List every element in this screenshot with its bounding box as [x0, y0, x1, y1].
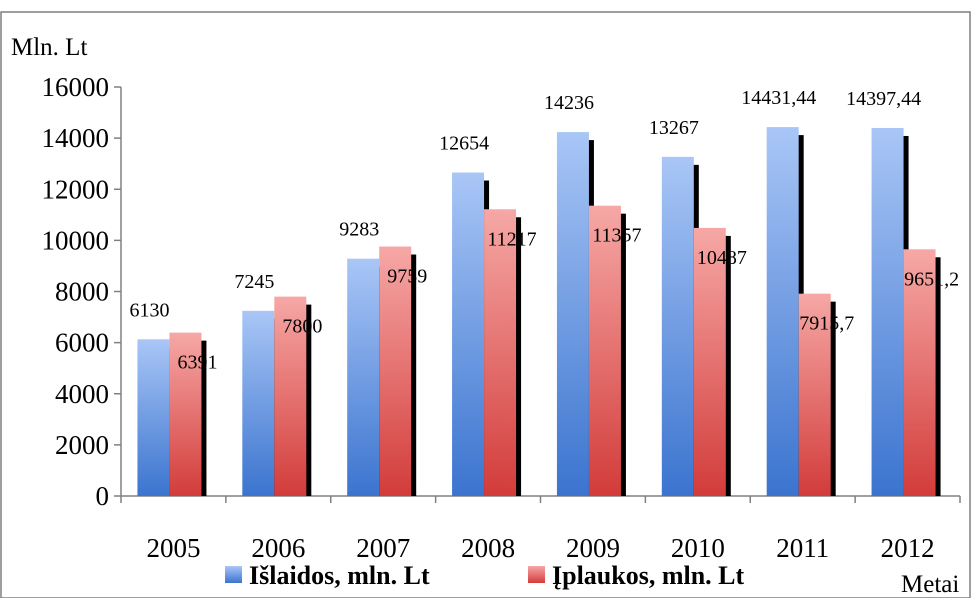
bar-iplaukos: [588, 205, 621, 496]
x-tick-label: 2012: [881, 533, 935, 563]
bar-islaidos: [242, 310, 275, 496]
legend: Išlaidos, mln. Lt Įplaukos, mln. Lt: [225, 561, 745, 590]
y-axis-label: Mln. Lt: [11, 34, 87, 61]
legend-label-iplaukos: Įplaukos, mln. Lt: [552, 561, 745, 590]
bar-iplaukos: [379, 246, 412, 496]
legend-swatch-iplaukos: [528, 566, 545, 583]
data-label-islaidos: 13267: [649, 117, 699, 139]
data-label-iplaukos: 7915,7: [799, 313, 854, 335]
data-label-islaidos: 9283: [339, 219, 379, 241]
bar-iplaukos: [169, 332, 202, 496]
bar-islaidos: [766, 127, 799, 496]
bar-shadow-iplaukos: [200, 340, 207, 496]
bar-shadow-iplaukos: [934, 257, 941, 496]
x-tick-label: 2008: [461, 533, 515, 563]
data-label-iplaukos: 10487: [697, 247, 747, 269]
data-label-islaidos: 12654: [439, 133, 489, 155]
data-label-iplaukos: 7800: [282, 316, 322, 338]
y-tick-label: 16000: [42, 72, 110, 102]
x-tick-label: 2005: [146, 533, 200, 563]
bar-iplaukos: [274, 296, 307, 496]
bar-shadow-iplaukos: [515, 217, 522, 496]
bar-shadow-iplaukos: [829, 301, 836, 496]
bar-iplaukos: [693, 227, 726, 496]
x-tick-label: 2006: [251, 533, 305, 563]
bar-shadow-iplaukos: [619, 213, 626, 496]
data-label-islaidos: 14236: [544, 92, 594, 114]
y-tick-label: 8000: [55, 277, 109, 307]
bar-islaidos: [347, 258, 380, 496]
x-tick-label: 2007: [356, 533, 410, 563]
legend-swatch-islaidos: [225, 566, 242, 583]
y-tick-label: 10000: [42, 225, 110, 255]
x-axis-label: Metai: [901, 571, 959, 598]
bar-shadow-iplaukos: [305, 304, 312, 496]
data-label-islaidos: 14397,44: [846, 88, 921, 110]
x-tick-label: 2011: [776, 533, 829, 563]
data-label-islaidos: 6130: [129, 299, 169, 321]
y-tick-label: 12000: [42, 174, 110, 204]
bar-islaidos: [137, 339, 170, 496]
data-label-iplaukos: 11357: [592, 225, 641, 247]
y-tick-label: 2000: [55, 430, 109, 460]
chart-border: [0, 11, 971, 598]
data-label-iplaukos: 11217: [487, 228, 536, 250]
y-tick-label: 6000: [55, 328, 109, 358]
bar-islaidos: [452, 172, 485, 497]
bar-islaidos: [661, 156, 694, 497]
data-label-islaidos: 7245: [234, 271, 274, 293]
legend-label-islaidos: Išlaidos, mln. Lt: [249, 561, 430, 590]
data-label-iplaukos: 9651,2: [904, 268, 959, 290]
bar-islaidos: [871, 127, 904, 496]
bar-shadow-iplaukos: [724, 235, 731, 496]
bar-shadow-iplaukos: [410, 254, 417, 496]
bar-iplaukos: [903, 249, 936, 496]
data-label-iplaukos: 9759: [387, 266, 427, 288]
data-label-islaidos: 14431,44: [741, 87, 816, 109]
data-label-iplaukos: 6391: [177, 352, 217, 374]
y-tick-label: 4000: [55, 379, 109, 409]
bar-iplaukos: [484, 209, 517, 496]
bar-iplaukos: [798, 293, 831, 496]
y-tick-label: 0: [96, 481, 110, 511]
x-tick-label: 2009: [566, 533, 620, 563]
bar-islaidos: [556, 132, 589, 496]
y-tick-label: 14000: [42, 123, 110, 153]
x-tick-label: 2010: [671, 533, 725, 563]
